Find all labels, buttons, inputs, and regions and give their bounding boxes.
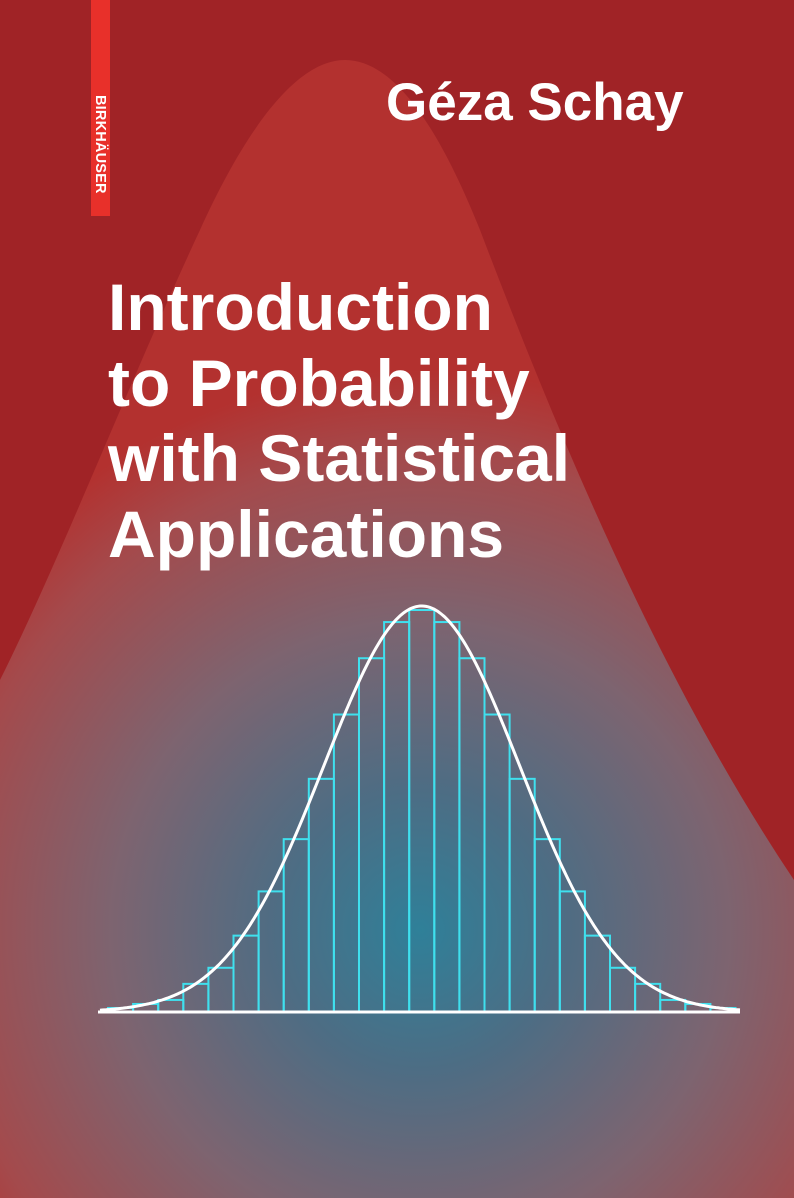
histogram-bar	[157, 998, 185, 1014]
title-line: Introduction	[108, 270, 493, 344]
histogram-bar	[508, 777, 536, 1014]
bell-shaped-glow	[0, 60, 794, 1198]
histogram-bar	[307, 777, 335, 1014]
book-title: Introduction to Probability with Statist…	[108, 270, 570, 572]
histogram-bar	[332, 713, 360, 1014]
histogram-bar	[257, 890, 285, 1014]
histogram-bar	[207, 966, 235, 1014]
histogram-bar	[458, 657, 486, 1013]
publisher-logo	[91, 0, 110, 216]
title-line: to Probability	[108, 345, 530, 420]
histogram-bar	[533, 838, 561, 1014]
histogram-bar	[232, 934, 260, 1013]
title-line: with Statistical	[108, 421, 571, 495]
title-line: Applications	[108, 496, 505, 571]
histogram-bar	[583, 934, 612, 1013]
histogram-bar	[659, 998, 687, 1014]
histogram-bar	[433, 621, 461, 1013]
histogram-bar	[483, 713, 511, 1014]
histogram-bar	[408, 609, 436, 1013]
histogram-bar	[383, 621, 411, 1013]
normal-curve	[99, 604, 741, 1012]
author-name: Géza Schay	[386, 73, 684, 132]
histogram-bar	[282, 838, 310, 1014]
histogram-bar	[358, 657, 386, 1013]
histogram-bar	[558, 890, 586, 1014]
histogram-bar	[609, 966, 637, 1014]
